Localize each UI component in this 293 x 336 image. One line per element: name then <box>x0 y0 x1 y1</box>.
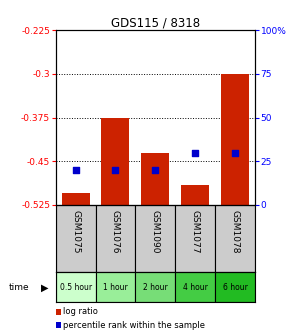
Bar <box>181 184 209 205</box>
Text: 4 hour: 4 hour <box>183 283 207 292</box>
Bar <box>101 118 130 205</box>
Point <box>233 150 237 155</box>
Text: ▶: ▶ <box>41 282 49 292</box>
Bar <box>56 272 96 302</box>
Text: log ratio: log ratio <box>63 307 98 316</box>
Bar <box>135 272 175 302</box>
Text: GSM1090: GSM1090 <box>151 210 160 254</box>
Text: GSM1076: GSM1076 <box>111 210 120 254</box>
Bar <box>221 74 249 205</box>
Bar <box>62 193 90 205</box>
Point <box>113 167 118 173</box>
Bar <box>135 205 175 272</box>
Text: percentile rank within the sample: percentile rank within the sample <box>63 321 205 330</box>
Bar <box>175 272 215 302</box>
Bar <box>215 205 255 272</box>
Point <box>193 150 197 155</box>
Bar <box>141 153 169 205</box>
Point <box>73 167 78 173</box>
Text: 0.5 hour: 0.5 hour <box>59 283 92 292</box>
Text: 2 hour: 2 hour <box>143 283 168 292</box>
Title: GDS115 / 8318: GDS115 / 8318 <box>111 16 200 29</box>
Text: 6 hour: 6 hour <box>223 283 247 292</box>
Text: 1 hour: 1 hour <box>103 283 128 292</box>
Text: GSM1077: GSM1077 <box>191 210 200 254</box>
Text: GSM1075: GSM1075 <box>71 210 80 254</box>
Bar <box>215 272 255 302</box>
Point <box>153 167 158 173</box>
Bar <box>96 272 135 302</box>
Text: GSM1078: GSM1078 <box>231 210 239 254</box>
Bar <box>96 205 135 272</box>
Text: time: time <box>9 283 29 292</box>
Bar <box>56 205 96 272</box>
Bar <box>175 205 215 272</box>
